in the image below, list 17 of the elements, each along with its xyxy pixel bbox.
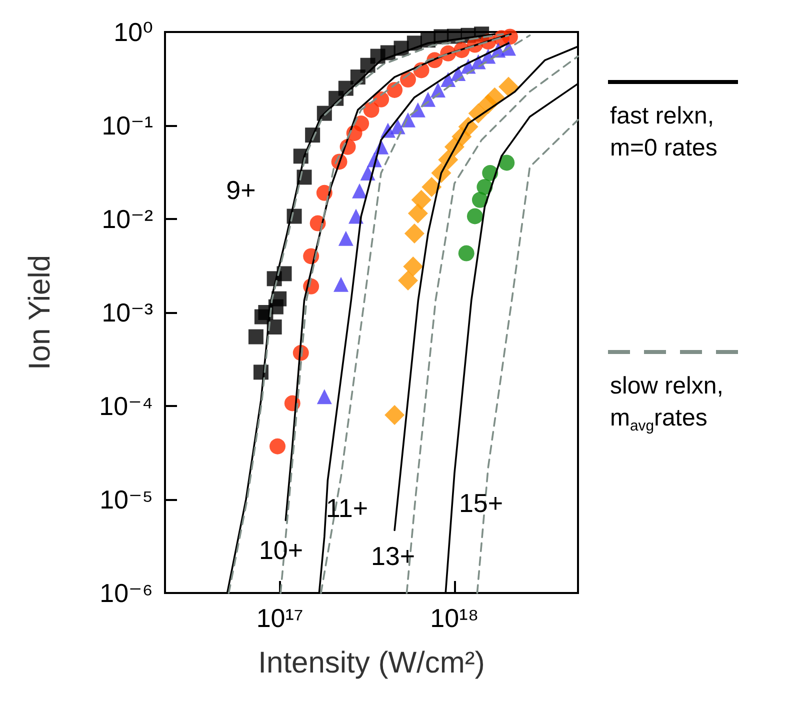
annotation: 15+ — [458, 488, 504, 518]
y-tick-label: 10⁻² — [102, 204, 154, 234]
text: fast relxn, m=0 rates — [610, 102, 718, 162]
y-axis-title: Ion Yield — [24, 254, 56, 370]
y-tick-label: 10⁰ — [114, 17, 153, 47]
annotation: 10+ — [258, 535, 304, 565]
x-tick-label: 10¹⁸ — [430, 603, 479, 633]
annotation: 13+ — [370, 541, 416, 571]
x-tick-label: 10¹⁷ — [256, 603, 304, 633]
annotation: 9+ — [226, 175, 256, 205]
x-axis-title: Intensity (W/cm²) — [258, 646, 485, 680]
y-tick-label: 10⁻⁴ — [99, 391, 153, 421]
y-tick-label: 10⁻¹ — [102, 110, 154, 140]
y-tick-label: 10⁻⁵ — [100, 484, 153, 514]
y-tick-label: 10⁻⁶ — [100, 578, 153, 608]
y-tick-label: 10⁻³ — [102, 298, 154, 328]
annotation: 11+ — [326, 493, 368, 523]
